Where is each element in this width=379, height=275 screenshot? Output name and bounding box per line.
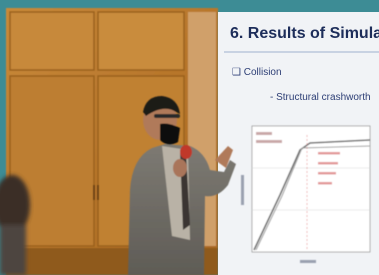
slide-title: 6. Results of Simula: [230, 25, 379, 42]
slide-bullet: ❑ Collision: [232, 67, 282, 78]
page: 6. Results of Simula ❑ Collision - Struc…: [0, 0, 379, 275]
photo: 6. Results of Simula ❑ Collision - Struc…: [0, 0, 379, 275]
foreground-person: [0, 175, 30, 275]
slide-sub-bullet: - Structural crashworth: [270, 92, 371, 103]
slide-chart: [241, 126, 370, 263]
slide: 6. Results of Simula ❑ Collision - Struc…: [218, 12, 379, 275]
